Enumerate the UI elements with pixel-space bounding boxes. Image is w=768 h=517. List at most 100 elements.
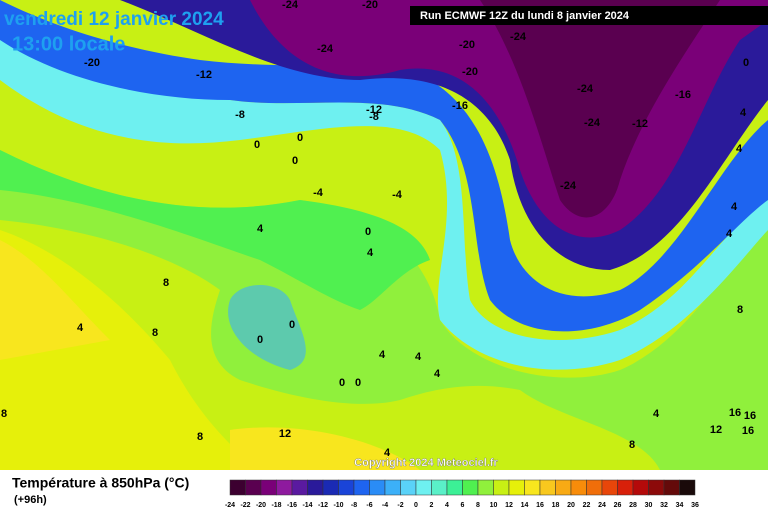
scale-label: -22 [240, 502, 250, 509]
run-box [410, 6, 768, 25]
scale-swatch [555, 479, 572, 496]
scale-label: 0 [414, 502, 418, 509]
map-label: -12 [632, 118, 648, 130]
scale-swatch [291, 479, 308, 496]
map-label: 8 [629, 439, 635, 451]
scale-swatch [508, 479, 525, 496]
scale-swatch [679, 479, 696, 496]
temperature-field [0, 0, 768, 470]
map-label: 0 [365, 226, 371, 238]
scale-label: -6 [366, 502, 372, 509]
legend-title: Température à 850hPa (°C) [12, 475, 189, 491]
map-label: -4 [313, 187, 324, 199]
scale-label: -14 [302, 502, 312, 509]
scale-swatch [477, 479, 494, 496]
map-label: 0 [292, 155, 298, 167]
map-label: 16 [729, 407, 741, 419]
map-label: 4 [384, 447, 391, 459]
scale-label: 4 [445, 502, 449, 509]
scale-label: -4 [382, 502, 388, 509]
map-label: 16 [742, 425, 754, 437]
map-date: vendredi 12 janvier 2024 [4, 9, 224, 30]
scale-label: -10 [333, 502, 343, 509]
map-label: 0 [339, 377, 345, 389]
scale-swatch [260, 479, 277, 496]
map-label: -20 [459, 39, 475, 51]
scale-label: -18 [271, 502, 281, 509]
map-label: 16 [744, 410, 756, 422]
map-label: 0 [254, 139, 260, 151]
map-label: 8 [1, 408, 7, 420]
scale-swatch [493, 479, 510, 496]
scale-label: -12 [318, 502, 328, 509]
scale-swatch [338, 479, 355, 496]
scale-label: 8 [476, 502, 480, 509]
map-label: -16 [675, 89, 691, 101]
scale-label: -24 [225, 502, 235, 509]
scale-swatch [524, 479, 541, 496]
map-label: -16 [452, 100, 468, 112]
map-label: -24 [577, 83, 594, 95]
scale-swatch [353, 479, 370, 496]
map-label: 8 [197, 431, 203, 443]
map-label: 4 [257, 223, 264, 235]
map-label: 8 [163, 277, 169, 289]
scale-label: -16 [287, 502, 297, 509]
scale-swatch [276, 479, 293, 496]
scale-label: 36 [691, 502, 699, 509]
scale-swatch [601, 479, 618, 496]
scale-label: -2 [397, 502, 403, 509]
map-label: 4 [726, 228, 733, 240]
color-scale: -24 -22 -20 -18 -16 -14 -12 -10 -8 -6 -4 -2 0 2 4 6 8 10 1… [225, 479, 699, 509]
scale-swatch [446, 479, 463, 496]
scale-swatch [307, 479, 324, 496]
map-label: 8 [737, 304, 743, 316]
scale-swatch [322, 479, 339, 496]
legend-lead: (+96h) [14, 494, 47, 506]
map-label: -4 [392, 189, 403, 201]
map-label: -12 [366, 104, 382, 116]
map-label: -24 [510, 31, 527, 43]
map-label: 0 [297, 132, 303, 144]
scale-label: 14 [521, 502, 529, 509]
map-label: 0 [289, 319, 295, 331]
scale-label: 16 [536, 502, 544, 509]
run-info: Run ECMWF 12Z du lundi 8 janvier 2024 [420, 10, 630, 22]
map-label: 4 [736, 143, 743, 155]
map-label: 4 [434, 368, 441, 380]
scale-label: 22 [583, 502, 591, 509]
map-label: 8 [152, 327, 158, 339]
scale-swatch [384, 479, 401, 496]
scale-label: 10 [490, 502, 498, 509]
scale-swatch [632, 479, 649, 496]
map-label: 4 [731, 201, 738, 213]
map-label: 4 [77, 322, 84, 334]
scale-swatch [462, 479, 479, 496]
map-label: 4 [740, 107, 747, 119]
map-label: 12 [279, 428, 291, 440]
scale-label: -20 [256, 502, 266, 509]
scale-label: 20 [567, 502, 575, 509]
map-label: -8 [369, 111, 379, 123]
map-label: -24 [282, 0, 299, 11]
map-label: -20 [84, 57, 100, 69]
map-label: -24 [584, 117, 601, 129]
scale-swatch [663, 479, 680, 496]
map-label: 0 [355, 377, 361, 389]
map-labels: -24 -20 -20 -12 -24 -20 -20 -24 -24 -24 -24 -12 -16 0… [1, 0, 756, 459]
scale-swatch [400, 479, 417, 496]
map-label: 4 [379, 349, 386, 361]
scale-label: 32 [660, 502, 668, 509]
scale-label: 26 [614, 502, 622, 509]
scale-swatch [648, 479, 665, 496]
scale-swatch [617, 479, 634, 496]
scale-swatch [586, 479, 603, 496]
scale-label: 34 [676, 502, 684, 509]
map-label: 4 [415, 351, 422, 363]
scale-label: 24 [598, 502, 606, 509]
scale-swatch [415, 479, 432, 496]
map-label: -24 [560, 180, 577, 192]
scale-label: 18 [552, 502, 560, 509]
map-label: 12 [710, 424, 722, 436]
